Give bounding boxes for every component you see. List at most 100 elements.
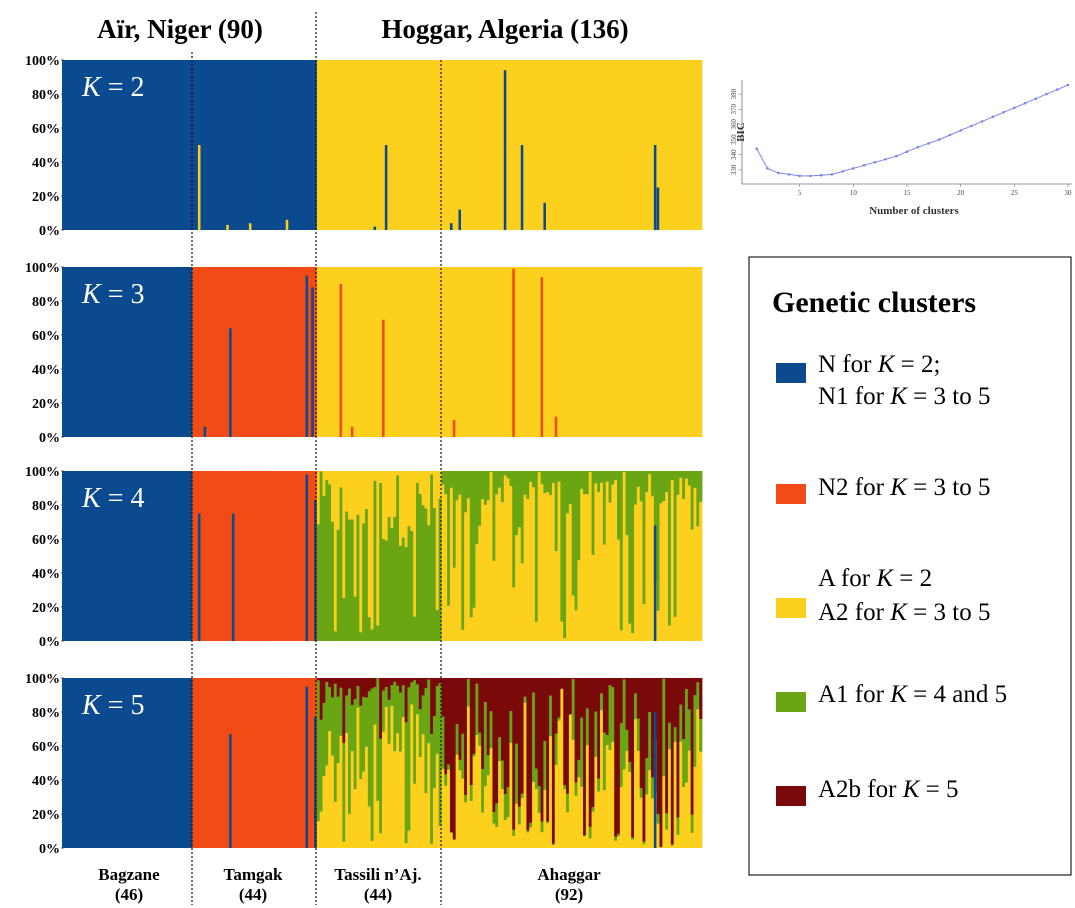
outlier-k2-8 [458, 209, 462, 230]
bar-k3-ind50-N2 [200, 267, 204, 437]
bar-k4-ind137-A [447, 605, 451, 641]
bic-point-17 [927, 142, 930, 145]
bar-k4-ind130-A1 [427, 525, 431, 641]
bar-k2-ind104-A [353, 60, 357, 230]
bar-k4-ind72-N2 [263, 471, 267, 641]
bar-k5-ind106-A [359, 779, 363, 848]
bar-k5-ind224-A2b [693, 678, 697, 696]
bar-k5-ind172-A1 [546, 821, 550, 824]
bar-k4-ind158-A1 [506, 471, 510, 479]
bar-k2-ind13-N [95, 60, 100, 230]
bar-k4-ind120-A [398, 471, 403, 546]
bar-k5-ind40-N [172, 678, 176, 848]
bar-k4-ind163-A [520, 563, 524, 641]
bar-k4-ind75-N2 [271, 471, 275, 641]
bar-k5-ind120-A [398, 751, 403, 848]
bar-k4-ind136-A1 [444, 471, 448, 495]
bar-k5-ind179-A1 [566, 793, 570, 813]
bar-k2-ind148-A [478, 60, 482, 230]
bar-k4-ind204-A1 [636, 471, 641, 487]
bar-k4-ind71-N2 [260, 471, 264, 641]
bar-k3-ind201-A [628, 267, 632, 437]
bar-k4-ind60-N2 [229, 471, 233, 641]
bar-k5-ind181-A1 [571, 679, 575, 740]
bar-k5-ind159-A2b [509, 678, 513, 712]
bar-k3-ind150-A [483, 267, 488, 437]
bar-k4-ind138-A1 [449, 471, 454, 488]
bar-k3-ind200-A [625, 267, 629, 437]
ytick-k3-20: 20% [32, 397, 60, 412]
bar-k2-ind97-A [333, 60, 338, 230]
bar-k5-ind156-A [500, 789, 505, 848]
bar-k5-ind115-A2b [384, 678, 389, 688]
bar-k2-ind41-N [175, 60, 179, 230]
bic-xtick-30: 30 [1065, 189, 1073, 197]
bar-k2-ind214-A [665, 60, 669, 230]
bar-k4-ind192-A1 [602, 471, 607, 545]
bar-k5-ind54-N2 [212, 678, 216, 848]
bic-point-13 [884, 158, 887, 161]
outlier-k2-13 [656, 187, 660, 230]
bar-k5-ind209-A [651, 798, 655, 848]
bar-k5-ind33-N [152, 678, 156, 848]
bar-k5-ind186-A1 [585, 708, 590, 746]
bar-k4-ind208-A [648, 473, 652, 641]
bar-k5-ind94-A2b [325, 678, 329, 683]
bar-k5-ind91-A1 [316, 680, 321, 822]
bar-k5-ind200-A [625, 750, 629, 848]
bar-k3-ind217-A [673, 267, 677, 437]
bar-k2-ind193-A [605, 60, 609, 230]
bar-k3-ind109-A [367, 267, 372, 437]
bar-k4-ind206-A [642, 604, 646, 641]
bar-k5-ind108-A2b [365, 678, 369, 698]
bar-k4-ind107-A1 [362, 523, 366, 641]
bar-k5-ind31-N [146, 678, 151, 848]
bar-k5-ind34-N [155, 678, 159, 848]
bar-k4-ind59-N2 [226, 471, 230, 641]
bar-k4-ind181-A [571, 595, 575, 641]
bar-k3-ind42-N [178, 267, 182, 437]
bar-k4-ind8-N [81, 471, 86, 641]
bar-k4-ind213-A [662, 501, 666, 641]
bar-k5-ind199-A [622, 769, 626, 848]
bar-k4-ind170-A1 [540, 471, 544, 485]
bar-k5-ind131-A [430, 844, 434, 848]
bar-k4-ind140-A [455, 500, 459, 641]
bar-k4-ind50-N2 [200, 471, 204, 641]
bar-k4-ind84-N2 [297, 471, 301, 641]
bar-k3-ind2-N [64, 267, 69, 437]
bar-k4-ind97-A1 [333, 631, 338, 641]
bar-k2-ind134-A [438, 60, 442, 230]
bic-point-16 [916, 145, 919, 149]
bar-k2-ind96-A [331, 60, 335, 230]
ytick-k2-60: 60% [32, 122, 60, 137]
site-count-tamgak: (44) [239, 885, 267, 904]
bar-k3-ind67-N2 [248, 267, 253, 437]
bar-k2-ind70-N [257, 60, 261, 230]
bar-k3-ind187-A [588, 267, 592, 437]
bar-k2-ind100-A [342, 60, 346, 230]
bar-k3-ind77-N2 [277, 267, 281, 437]
bar-k5-ind108-A [365, 746, 369, 848]
bar-k5-ind3-N [67, 678, 71, 848]
bar-k4-ind156-A1 [500, 471, 505, 503]
bar-k2-ind130-A [427, 60, 431, 230]
bar-k2-ind36-N [161, 60, 165, 230]
bar-k4-ind147-A1 [475, 471, 479, 545]
bar-k2-ind85-N [299, 60, 304, 230]
bar-k4-ind115-A1 [384, 540, 389, 641]
bar-k4-ind25-N [129, 471, 134, 641]
bar-k3-ind83-N2 [294, 267, 298, 437]
bar-k3-ind112-A [376, 267, 380, 437]
bar-k4-ind95-A [328, 471, 332, 485]
bar-k4-ind164-A1 [523, 471, 527, 495]
bar-k3-ind20-N [115, 267, 120, 437]
bar-k4-ind188-A [591, 554, 595, 641]
bar-k5-ind95-A1 [328, 687, 332, 732]
bar-k3-ind41-N [175, 267, 179, 437]
bar-k3-ind165-A [526, 267, 530, 437]
bar-k5-ind205-A [639, 797, 643, 848]
bar-k4-ind162-A [517, 527, 522, 641]
bar-k2-ind33-N [152, 60, 156, 230]
bar-k4-ind81-N2 [288, 471, 292, 641]
